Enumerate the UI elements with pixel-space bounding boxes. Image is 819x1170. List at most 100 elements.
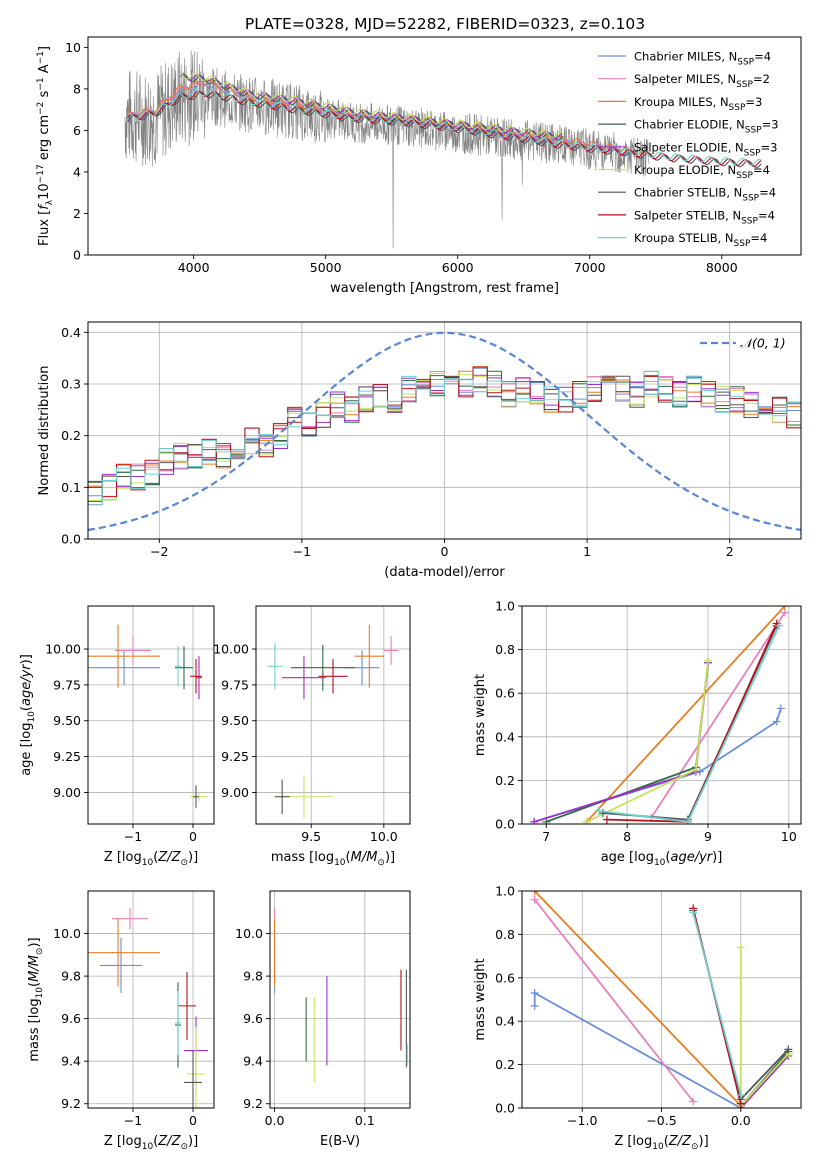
point-marker xyxy=(776,704,785,713)
y-tick-label: 9.2 xyxy=(243,1096,263,1111)
point-marker xyxy=(594,806,603,815)
model-spectrum-salpeter-elodie xyxy=(180,72,564,140)
x-tick-label: 7000 xyxy=(574,260,606,275)
x-tick-label: 0 xyxy=(441,544,449,559)
y-tick-label: 0.8 xyxy=(495,642,515,657)
y-tick-label: 9.75 xyxy=(53,677,81,692)
point-marker xyxy=(736,1099,745,1108)
x-tick-label: 1 xyxy=(583,544,591,559)
point-marker xyxy=(683,817,692,824)
x-tick-label: 0 xyxy=(189,829,197,844)
x-axis-label: Z [log10(Z/Z⊙)] xyxy=(104,1134,198,1152)
y-tick-label: 9.6 xyxy=(61,1011,81,1026)
y-tick-label: 0.2 xyxy=(61,428,81,443)
y-tick-label: 0.2 xyxy=(495,773,515,788)
y-tick-label: 9.8 xyxy=(243,969,263,984)
x-axis-label: (data-model)/error xyxy=(384,565,505,580)
residuals-frame xyxy=(87,321,802,540)
legend-label: Kroupa STELIB, NSSP=4 xyxy=(634,231,767,249)
x-tick-label: 8000 xyxy=(706,260,738,275)
x-tick-label: −1 xyxy=(124,829,142,844)
y-tick-label: 10.0 xyxy=(235,926,263,941)
mass_vs_Z-axes: −1 0 9.2 9.4 9.6 9.8 10.0 xyxy=(53,891,214,1128)
point-marker xyxy=(775,621,784,630)
y-tick-label: 9.00 xyxy=(53,785,81,800)
spectrum-legend: Chabrier MILES, NSSP=4 Salpeter MILES, NS… xyxy=(598,50,779,249)
series-line xyxy=(586,606,786,823)
y-tick-label: 0.8 xyxy=(495,927,515,942)
y-tick-label: 10 xyxy=(65,40,81,55)
y-tick-label: 10.00 xyxy=(213,642,249,657)
point-marker xyxy=(602,815,611,824)
legend-label: Kroupa MILES, NSSP=3 xyxy=(634,95,762,113)
y-tick-label: 1.0 xyxy=(495,599,515,614)
y-tick-label: 0.4 xyxy=(495,729,515,744)
x-tick-label: 5000 xyxy=(310,260,342,275)
legend-label: Chabrier MILES, NSSP=4 xyxy=(634,50,771,68)
y-tick-label: 1.0 xyxy=(495,884,515,899)
mass_vs_Z-frame xyxy=(87,890,215,1109)
y-axis-label: age [log10(age/yr)] xyxy=(19,654,37,776)
weight_vs_Z-axes: −1.0 −0.5 0.0 0.0 0.2 0.4 0.6 0.8 1.0 xyxy=(495,884,801,1128)
legend-label: Kroupa ELODIE, NSSP=4 xyxy=(634,163,770,181)
point-marker xyxy=(582,817,591,824)
y-tick-label: 10.0 xyxy=(53,926,81,941)
x-tick-label: 10 xyxy=(781,829,797,844)
x-tick-label: 4000 xyxy=(178,260,210,275)
weight_vs_Z-frame xyxy=(521,890,802,1109)
point-marker xyxy=(784,1045,793,1054)
point-marker xyxy=(598,809,607,818)
x-tick-label: 8 xyxy=(623,829,631,844)
y-tick-label: 0 xyxy=(73,248,81,263)
legend-label: Salpeter ELODIE, NSSP=3 xyxy=(634,140,777,158)
point-marker xyxy=(689,908,698,917)
y-tick-label: 8 xyxy=(73,81,81,96)
x-tick-label: 0.0 xyxy=(731,1113,751,1128)
y-tick-label: 10.00 xyxy=(45,642,81,657)
y-tick-label: 9.25 xyxy=(221,749,249,764)
series-line xyxy=(533,899,694,1103)
y-tick-label: 4 xyxy=(73,164,81,179)
x-tick-label: 6000 xyxy=(442,260,474,275)
series-line xyxy=(534,891,742,1107)
point-marker xyxy=(530,817,539,824)
point-marker xyxy=(530,1002,539,1011)
y-tick-label: 9.25 xyxy=(53,749,81,764)
spectrum-traces xyxy=(124,50,762,249)
x-tick-label: −1 xyxy=(293,544,311,559)
legend-label: Chabrier ELODIE, NSSP=3 xyxy=(634,118,779,136)
y-tick-label: 6 xyxy=(73,123,81,138)
legend-label: Salpeter MILES, NSSP=2 xyxy=(634,72,770,90)
x-axis-label: Z [log10(Z/Z⊙)] xyxy=(614,1134,708,1152)
y-tick-label: 0.0 xyxy=(495,817,515,832)
legend-label: Salpeter STELIB, NSSP=4 xyxy=(634,208,775,226)
x-tick-label: 9 xyxy=(704,829,712,844)
point-marker xyxy=(689,1097,698,1106)
y-tick-label: 0.6 xyxy=(495,686,515,701)
age_vs_Z-axes: −1 0 9.00 9.25 9.50 9.75 10.00 xyxy=(45,606,214,844)
weight_vs_age-frame xyxy=(521,605,802,825)
series-line xyxy=(650,612,786,818)
legend-label: 𝒩(0, 1) xyxy=(740,336,786,351)
model-spectrum-salpeter-stelib xyxy=(127,90,762,167)
x-tick-label: 2 xyxy=(726,544,734,559)
model-spectrum-kroupa-elodie xyxy=(180,72,564,138)
age_vs_mass-points xyxy=(267,624,399,819)
y-tick-label: 9.75 xyxy=(221,677,249,692)
y-axis-label: Normed distribution xyxy=(37,366,52,496)
y-tick-label: 9.50 xyxy=(221,713,249,728)
y-tick-label: 9.50 xyxy=(53,713,81,728)
spectrum-frame xyxy=(87,36,802,256)
point-marker xyxy=(530,988,539,997)
y-tick-label: 0.0 xyxy=(61,532,81,547)
point-marker xyxy=(736,943,745,952)
y-tick-label: 9.8 xyxy=(61,969,81,984)
x-tick-label: 0 xyxy=(189,1113,197,1128)
y-tick-label: 0.4 xyxy=(61,325,81,340)
figure-title: PLATE=0328, MJD=52282, FIBERID=0323, z=0… xyxy=(245,15,645,33)
model-spectrum-kroupa-stelib xyxy=(127,89,762,166)
mass_vs_Z-points xyxy=(88,908,208,1108)
age_vs_Z-points xyxy=(88,624,208,809)
x-tick-label: 0.1 xyxy=(355,1113,375,1128)
